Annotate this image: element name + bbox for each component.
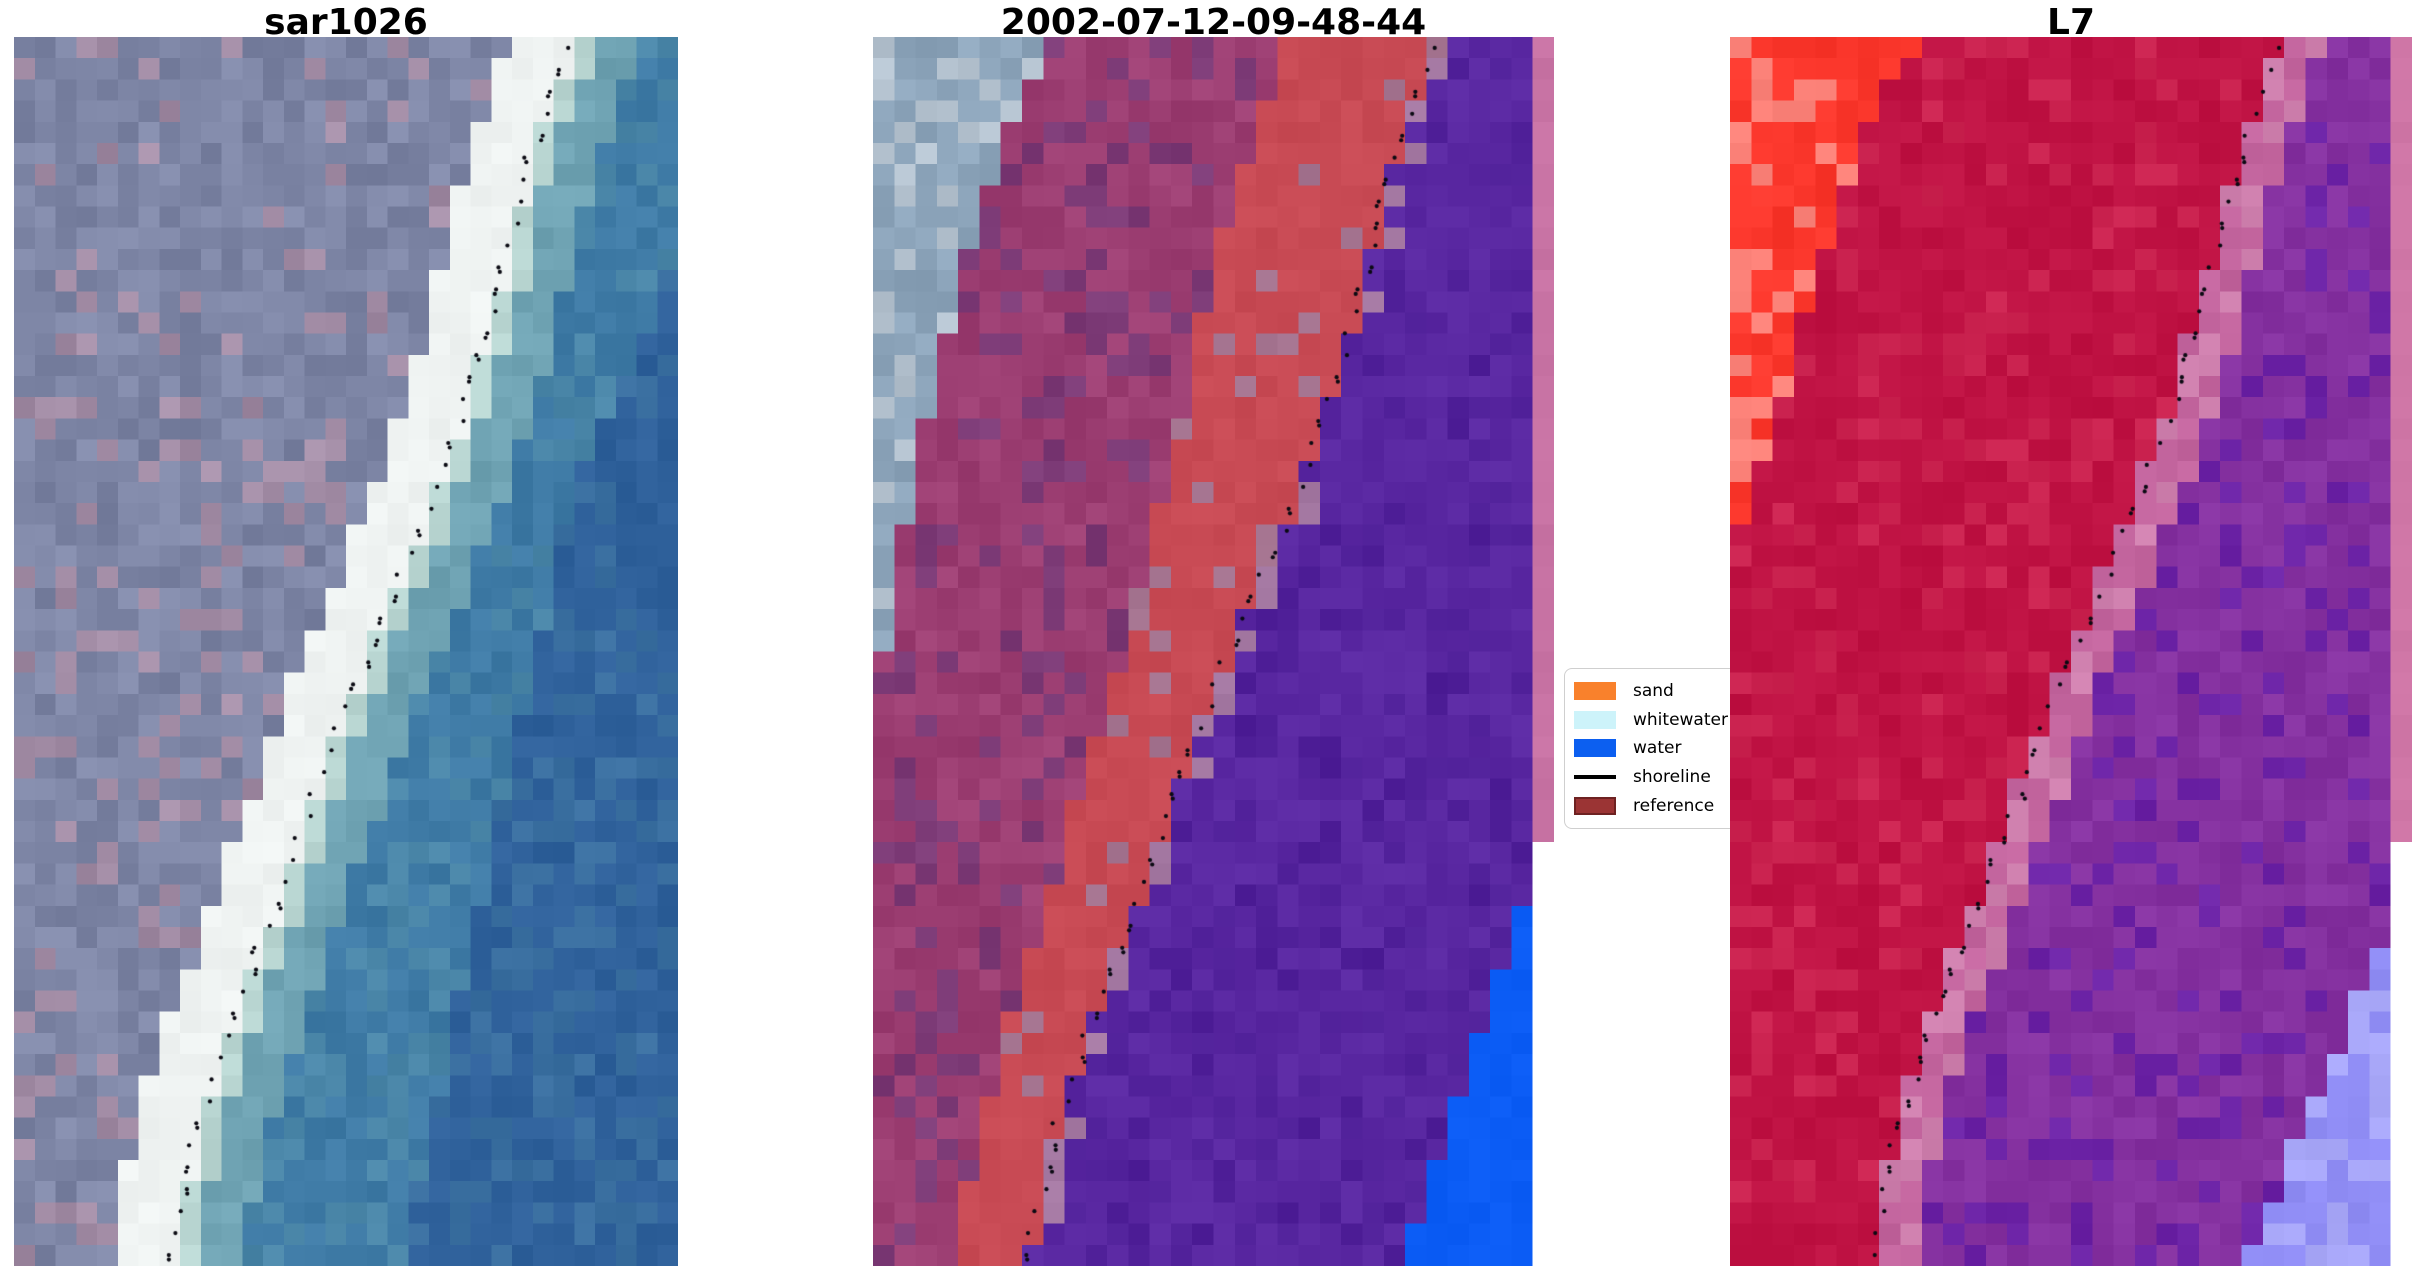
legend-row-whitewater: whitewater	[1574, 708, 1741, 732]
legend-row-water: water	[1574, 736, 1741, 760]
reference-swatch	[1574, 796, 1616, 815]
panel-title-date: 2002-07-12-09-48-44	[1000, 2, 1427, 43]
whitewater-swatch	[1574, 710, 1616, 729]
classified-shoreline-dots	[873, 37, 1554, 1266]
legend-label-water: water	[1633, 738, 1682, 759]
legend: sand whitewater water shoreline referenc…	[1564, 668, 1742, 829]
legend-row-reference: reference	[1574, 794, 1741, 818]
panel-title-l7: L7	[2047, 2, 2095, 43]
legend-row-sand: sand	[1574, 679, 1741, 703]
legend-label-reference: reference	[1633, 795, 1715, 816]
legend-label-sand: sand	[1633, 681, 1674, 702]
legend-row-shoreline: shoreline	[1574, 765, 1741, 789]
legend-label-whitewater: whitewater	[1633, 709, 1728, 730]
sar-shoreline-dots	[14, 37, 678, 1266]
sand-swatch	[1574, 682, 1616, 701]
panel-classified	[873, 37, 1554, 1266]
panel-l7	[1730, 37, 2412, 1266]
panel-title-sar1026: sar1026	[264, 2, 428, 43]
l7-shoreline-dots	[1730, 37, 2412, 1266]
shoreline-line-swatch	[1574, 775, 1616, 780]
legend-label-shoreline: shoreline	[1633, 767, 1711, 788]
water-swatch	[1574, 739, 1616, 758]
panel-sar1026	[14, 37, 678, 1266]
